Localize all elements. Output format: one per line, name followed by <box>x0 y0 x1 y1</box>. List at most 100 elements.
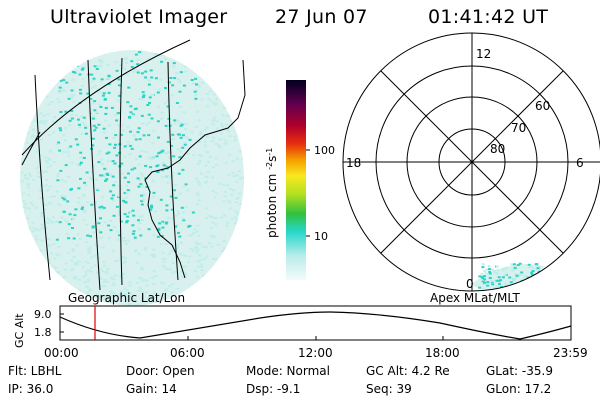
emission-pixel <box>203 144 207 147</box>
emission-pixel <box>214 191 218 194</box>
emission-pixel <box>215 98 219 101</box>
emission-pixel <box>529 281 533 284</box>
emission-pixel <box>168 268 172 271</box>
emission-pixel <box>124 58 127 61</box>
emission-pixel <box>57 246 61 248</box>
emission-pixel <box>94 126 98 129</box>
gain-readout: Gain: 14 <box>126 382 177 396</box>
emission-pixel <box>226 221 229 224</box>
emission-pixel <box>55 175 59 178</box>
emission-pixel <box>97 65 101 68</box>
emission-pixel <box>54 58 57 61</box>
emission-pixel <box>524 274 528 277</box>
emission-pixel <box>105 77 109 80</box>
emission-pixel <box>493 286 497 289</box>
emission-pixel <box>197 141 201 144</box>
emission-pixel <box>235 174 239 177</box>
emission-pixel <box>161 264 165 267</box>
emission-pixel <box>208 64 212 67</box>
emission-pixel <box>111 175 115 178</box>
emission-pixel <box>32 128 36 131</box>
emission-pixel <box>60 50 64 53</box>
emission-pixel <box>47 262 51 264</box>
emission-pixel <box>223 249 227 252</box>
emission-pixel <box>65 233 69 236</box>
emission-pixel <box>161 251 165 254</box>
emission-pixel <box>147 156 151 159</box>
emission-pixel <box>188 138 192 141</box>
emission-pixel <box>153 291 156 294</box>
emission-pixel <box>118 94 121 97</box>
time-tick: 18:00 <box>425 346 460 360</box>
emission-pixel <box>123 213 127 216</box>
emission-pixel <box>150 76 154 79</box>
emission-pixel <box>104 179 107 182</box>
emission-pixel <box>501 269 505 272</box>
emission-pixel <box>195 230 199 233</box>
emission-pixel <box>74 114 78 117</box>
emission-pixel <box>20 171 24 174</box>
emission-pixel <box>138 138 142 141</box>
emission-pixel <box>56 173 60 175</box>
emission-pixel <box>121 255 125 258</box>
emission-pixel <box>36 78 39 81</box>
emission-pixel <box>226 270 230 273</box>
emission-pixel <box>98 150 102 153</box>
emission-pixel <box>136 71 140 74</box>
emission-pixel <box>80 132 84 135</box>
emission-pixel <box>182 211 185 214</box>
emission-pixel <box>105 172 109 175</box>
emission-pixel <box>29 252 33 255</box>
emission-pixel <box>137 277 141 280</box>
emission-pixel <box>87 261 90 264</box>
emission-pixel <box>59 129 63 132</box>
emission-pixel <box>173 244 176 247</box>
emission-pixel <box>45 56 49 59</box>
emission-pixel <box>182 111 186 114</box>
emission-pixel <box>112 137 116 139</box>
emission-pixel <box>128 284 132 287</box>
emission-pixel <box>179 136 183 139</box>
emission-pixel <box>136 282 140 284</box>
emission-pixel <box>102 92 106 95</box>
emission-pixel <box>210 245 214 248</box>
emission-pixel <box>167 252 171 255</box>
emission-pixel <box>151 300 155 303</box>
emission-pixel <box>183 143 187 146</box>
emission-pixel <box>191 211 195 214</box>
emission-pixel <box>239 263 243 266</box>
emission-pixel <box>44 156 47 159</box>
emission-pixel <box>220 250 224 253</box>
emission-pixel <box>123 240 127 243</box>
emission-pixel <box>35 238 39 241</box>
emission-pixel <box>44 285 48 288</box>
emission-pixel <box>68 124 72 127</box>
emission-pixel <box>191 287 195 290</box>
emission-pixel <box>205 135 209 138</box>
emission-pixel <box>110 293 114 296</box>
emission-pixel <box>156 50 160 53</box>
emission-pixel <box>103 279 107 281</box>
emission-pixel <box>137 227 141 230</box>
emission-pixel <box>196 248 200 251</box>
emission-pixel <box>31 248 35 251</box>
emission-pixel <box>518 274 522 277</box>
emission-pixel <box>153 53 157 56</box>
emission-pixel <box>510 263 514 266</box>
door-readout: Door: Open <box>126 364 195 378</box>
emission-pixel <box>28 226 32 229</box>
emission-pixel <box>67 237 71 240</box>
emission-pixel <box>152 248 156 251</box>
emission-pixel <box>152 195 156 198</box>
emission-pixel <box>34 52 38 55</box>
emission-pixel <box>151 142 155 145</box>
emission-pixel <box>50 221 54 224</box>
emission-pixel <box>33 270 36 273</box>
emission-pixel <box>211 176 215 179</box>
emission-pixel <box>223 257 227 260</box>
emission-pixel <box>195 276 199 279</box>
emission-pixel <box>31 204 35 207</box>
emission-pixel <box>194 97 198 100</box>
emission-pixel <box>228 53 232 56</box>
emission-pixel <box>131 113 135 116</box>
